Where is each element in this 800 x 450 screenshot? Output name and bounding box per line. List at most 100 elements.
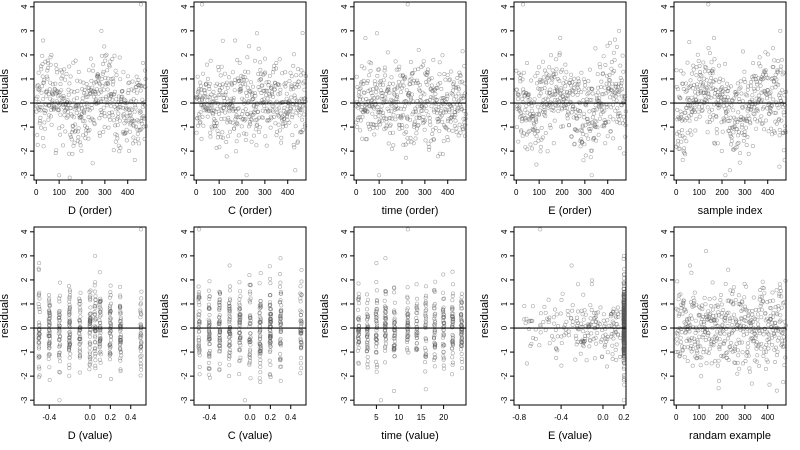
data-point: [598, 65, 603, 70]
data-point: [566, 312, 571, 317]
data-point: [589, 331, 594, 336]
data-point: [615, 305, 620, 310]
data-point: [67, 362, 72, 367]
data-point: [217, 112, 222, 117]
data-point: [122, 115, 127, 120]
y-tick-label: -1: [180, 123, 189, 131]
plot-frame: [193, 1, 307, 181]
data-point: [423, 369, 428, 374]
data-point: [527, 128, 532, 133]
data-point: [437, 72, 442, 77]
data-point: [694, 73, 699, 78]
data-point: [133, 103, 138, 108]
data-point: [216, 93, 221, 98]
data-point: [450, 351, 455, 356]
data-point: [271, 115, 276, 120]
data-point: [299, 321, 304, 326]
data-point: [357, 97, 362, 102]
data-point: [301, 112, 306, 117]
data-point: [393, 117, 398, 122]
data-point: [601, 312, 606, 317]
data-point: [523, 145, 528, 150]
data-point: [564, 106, 569, 111]
x-axis: 5 10 15 20: [374, 405, 449, 422]
data-point: [750, 102, 755, 107]
data-point: [67, 373, 72, 378]
data-point: [528, 142, 533, 147]
data-point: [257, 303, 262, 308]
x-axis: -0.4 0.0 0.2 0.4: [202, 405, 297, 422]
data-point: [707, 296, 712, 301]
data-point: [603, 62, 608, 67]
data-point: [78, 320, 83, 325]
data-point: [248, 300, 253, 305]
data-point: [36, 346, 41, 351]
data-point: [379, 118, 384, 123]
data-point: [283, 70, 288, 75]
data-point: [388, 131, 393, 136]
data-point: [535, 129, 540, 134]
data-point: [687, 84, 692, 89]
x-tick-label: 5: [374, 413, 379, 422]
data-point: [287, 120, 292, 125]
data-point: [459, 295, 464, 300]
data-point: [36, 267, 41, 272]
data-point: [570, 107, 575, 112]
data-point: [196, 295, 201, 300]
data-point: [538, 227, 543, 232]
data-point: [292, 93, 297, 98]
data-point: [529, 103, 534, 108]
data-point: [691, 67, 696, 72]
data-point: [123, 130, 128, 135]
data-point: [679, 128, 684, 133]
data-point: [678, 335, 683, 340]
data-point: [41, 80, 46, 85]
data-point: [47, 330, 52, 335]
data-point: [562, 75, 567, 80]
data-point: [411, 141, 416, 146]
data-point: [283, 84, 288, 89]
data-point: [732, 124, 737, 129]
data-point: [253, 127, 258, 132]
data-point: [67, 318, 72, 323]
data-point: [197, 120, 202, 125]
data-point: [298, 338, 303, 343]
data-point: [735, 91, 740, 96]
data-point: [421, 115, 426, 120]
data-point: [459, 79, 464, 84]
data-point: [392, 290, 397, 295]
data-point: [742, 77, 747, 82]
data-point: [239, 78, 244, 83]
data-point: [257, 306, 262, 311]
data-point: [427, 76, 432, 81]
data-point: [224, 140, 229, 145]
data-point: [682, 345, 687, 350]
data-point: [207, 350, 212, 355]
data-point: [717, 79, 722, 84]
data-point: [736, 110, 741, 115]
data-point: [607, 40, 612, 45]
y-tick-label: 0: [20, 100, 29, 105]
data-point: [298, 284, 303, 289]
data-point: [67, 344, 72, 349]
data-point: [777, 133, 782, 138]
data-point: [252, 111, 257, 116]
data-point: [690, 363, 695, 368]
data-point: [690, 71, 695, 76]
y-axis-label: residuals: [479, 68, 491, 113]
data-point: [391, 112, 396, 117]
data-point: [711, 67, 716, 72]
y-tick-label: 2: [20, 277, 29, 282]
data-point: [124, 105, 129, 110]
x-axis-label: E (order): [548, 205, 591, 217]
data-point: [732, 120, 737, 125]
data-point: [615, 88, 620, 93]
data-point: [232, 88, 237, 93]
data-point: [602, 124, 607, 129]
data-point: [399, 116, 404, 121]
data-point: [579, 321, 584, 326]
data-point: [376, 67, 381, 72]
data-point: [272, 63, 277, 68]
data-point: [257, 87, 262, 92]
